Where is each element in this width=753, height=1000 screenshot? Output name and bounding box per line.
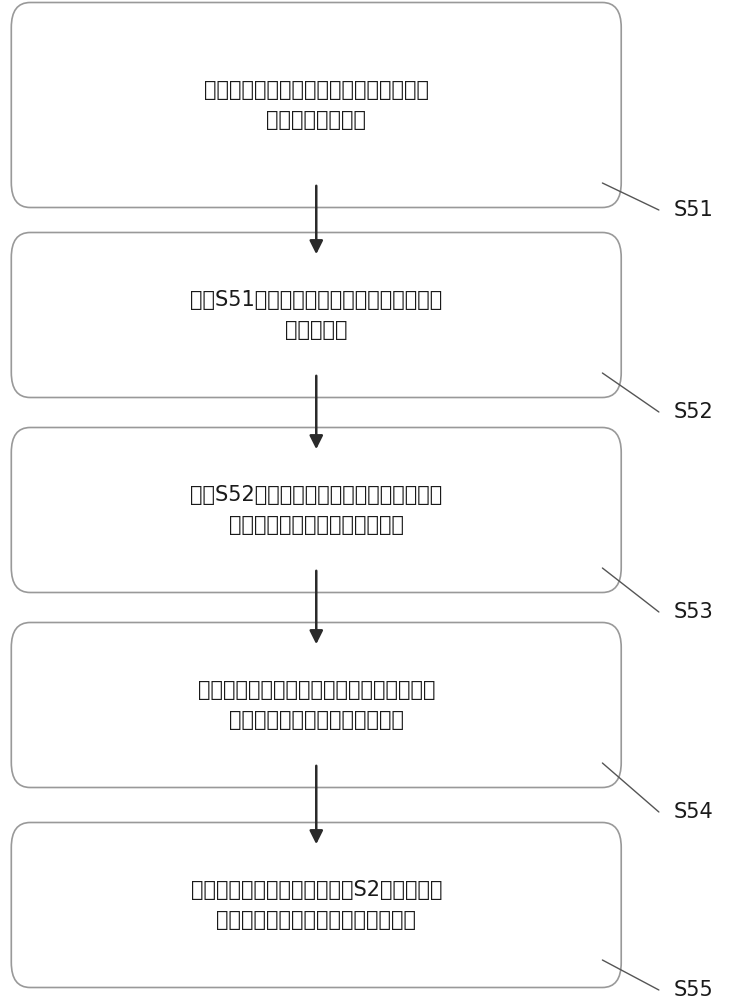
Text: 根据S52的结果计算第二当前值环空自然对
流传热系数和环空辐射传热系数: 根据S52的结果计算第二当前值环空自然对 流传热系数和环空辐射传热系数 xyxy=(191,485,442,535)
Text: S55: S55 xyxy=(674,980,714,1000)
Text: S51: S51 xyxy=(674,200,714,220)
FancyBboxPatch shape xyxy=(11,822,621,988)
Text: 根据所述环空热对流热阻值和S2中环空部分
以外各处的热阻值计算当前总热阻值: 根据所述环空热对流热阻值和S2中环空部分 以外各处的热阻值计算当前总热阻值 xyxy=(191,880,442,930)
Text: 根据所述环空自然对流传热系数和环空辐射
传热系数计算环空热对流热阻值: 根据所述环空自然对流传热系数和环空辐射 传热系数计算环空热对流热阻值 xyxy=(197,680,435,730)
Text: S54: S54 xyxy=(674,802,714,822)
FancyBboxPatch shape xyxy=(11,622,621,788)
Text: 计算第二当前值的地层平均温度、平均压
力、蒸汽平均温度: 计算第二当前值的地层平均温度、平均压 力、蒸汽平均温度 xyxy=(204,80,428,130)
FancyBboxPatch shape xyxy=(11,232,621,397)
FancyBboxPatch shape xyxy=(11,428,621,592)
Text: S53: S53 xyxy=(674,602,714,622)
FancyBboxPatch shape xyxy=(11,2,621,208)
Text: S52: S52 xyxy=(674,402,714,422)
Text: 根据S51的结果计算第二当前值径向不同位
置处的温度: 根据S51的结果计算第二当前值径向不同位 置处的温度 xyxy=(191,290,442,340)
